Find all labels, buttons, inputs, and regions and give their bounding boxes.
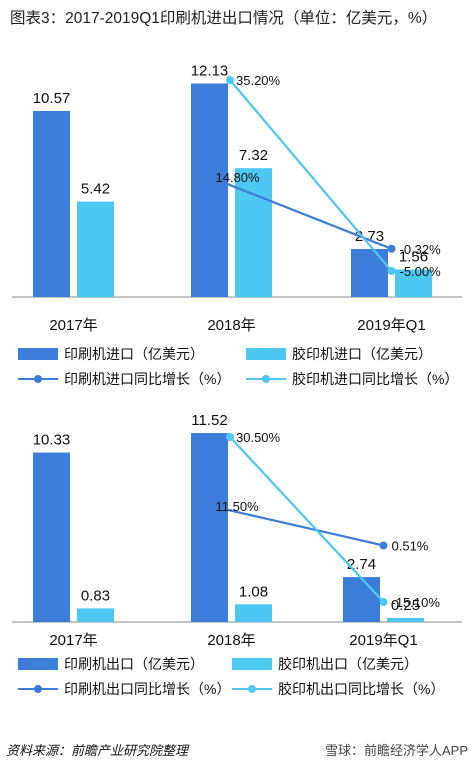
legend-item-printer-import: 印刷机进口（亿美元） xyxy=(18,344,204,364)
line-point xyxy=(205,501,214,510)
legend-swatch xyxy=(18,658,58,670)
legend-label: 印刷机出口（亿美元） xyxy=(64,656,204,672)
legend-swatch xyxy=(232,658,272,670)
legend-label: 胶印机出口（亿美元） xyxy=(278,656,418,672)
legend-bottom: 印刷机出口（亿美元） 胶印机出口（亿美元） 印刷机出口同比增长（%） 胶印机出口… xyxy=(0,650,474,700)
line-value-label: 0.51% xyxy=(392,539,429,554)
bar-value-label: 0.83 xyxy=(81,587,110,604)
legend-item-offset-export: 胶印机出口（亿美元） xyxy=(232,654,418,674)
bar xyxy=(395,269,432,297)
legend-label: 胶印机进口同比增长（%） xyxy=(292,371,459,387)
line-value-label: 30.50% xyxy=(236,430,281,445)
legend-swatch xyxy=(18,373,58,385)
line-value-label: -0.32% xyxy=(400,242,442,257)
x-tick-label: 2018年 xyxy=(207,632,255,649)
legend-swatch xyxy=(18,348,58,360)
chart-title: 图表3：2017-2019Q1印刷机进出口情况（单位：亿美元，%） xyxy=(10,10,438,27)
series-line xyxy=(209,504,384,547)
bar-value-label: 5.42 xyxy=(81,181,110,198)
bar-value-label: 10.57 xyxy=(33,90,71,107)
legend-label: 印刷机进口（亿美元） xyxy=(64,346,204,362)
bar xyxy=(33,452,70,622)
legend-item-offset-import-growth: 胶印机进口同比增长（%） xyxy=(246,369,458,389)
legend-item-printer-export: 印刷机出口（亿美元） xyxy=(18,654,204,674)
legend-label: 胶印机出口同比增长（%） xyxy=(278,681,445,697)
bar xyxy=(351,248,388,297)
bar-value-label: 12.13 xyxy=(191,63,229,80)
bar-value-label: 2.73 xyxy=(355,228,384,245)
line-point xyxy=(205,172,214,181)
legend-swatch xyxy=(246,348,286,360)
bar-value-label: 1.08 xyxy=(239,583,268,600)
series-line xyxy=(229,436,385,603)
bar-value-label: 2.74 xyxy=(347,556,376,573)
x-tick-label: 2019年Q1 xyxy=(349,632,417,649)
line-point xyxy=(226,433,234,441)
line-point xyxy=(226,76,234,84)
bar xyxy=(191,83,228,298)
legend-label: 印刷机进口同比增长（%） xyxy=(64,371,231,387)
x-tick-label: 2017年 xyxy=(49,317,97,334)
line-value-label: -5.00% xyxy=(400,264,442,279)
bar-value-label: 1.56 xyxy=(399,249,428,266)
bar xyxy=(191,433,228,622)
bar xyxy=(77,608,114,622)
legend-item-printer-import-growth: 印刷机进口同比增长（%） xyxy=(18,369,230,389)
legend-label: 胶印机进口（亿美元） xyxy=(292,346,432,362)
legend-item-offset-export-growth: 胶印机出口同比增长（%） xyxy=(232,679,444,699)
legend-swatch xyxy=(18,683,58,695)
footer-brand: 雪球：前瞻经济学人APP xyxy=(324,743,468,758)
legend-item-offset-import: 胶印机进口（亿美元） xyxy=(246,344,432,364)
x-tick-label: 2019年Q1 xyxy=(357,317,425,334)
bar-value-label: 7.32 xyxy=(239,147,268,164)
line-value-label: -15.10% xyxy=(392,595,441,610)
bar-value-label: 10.33 xyxy=(33,432,71,449)
legend-swatch xyxy=(246,373,286,385)
bar xyxy=(77,201,114,297)
line-point xyxy=(387,267,396,275)
x-tick-label: 2018年 xyxy=(207,317,255,334)
bar xyxy=(235,604,272,622)
line-value-label: 11.50% xyxy=(216,499,260,514)
line-value-label: 14.80% xyxy=(216,170,261,185)
line-point xyxy=(379,598,388,606)
bar xyxy=(387,617,424,622)
series-line xyxy=(229,79,393,272)
line-value-label: 35.20% xyxy=(236,73,281,88)
line-point xyxy=(379,541,388,550)
bar-value-label: 11.52 xyxy=(191,412,227,429)
source-note: 资料来源：前瞻产业研究院整理 xyxy=(6,743,189,758)
legend-label: 印刷机出口同比增长（%） xyxy=(64,681,231,697)
x-tick-label: 2017年 xyxy=(49,632,97,649)
bar-value-label: 0.25 xyxy=(391,597,420,614)
legend-item-printer-export-growth: 印刷机出口同比增长（%） xyxy=(18,679,230,699)
line-point xyxy=(387,244,396,253)
legend-swatch xyxy=(232,683,272,695)
bar xyxy=(343,577,380,622)
bar xyxy=(235,168,272,297)
legend-top: 印刷机进口（亿美元） 胶印机进口（亿美元） 印刷机进口同比增长（%） 胶印机进口… xyxy=(0,340,474,390)
bar xyxy=(33,110,70,297)
